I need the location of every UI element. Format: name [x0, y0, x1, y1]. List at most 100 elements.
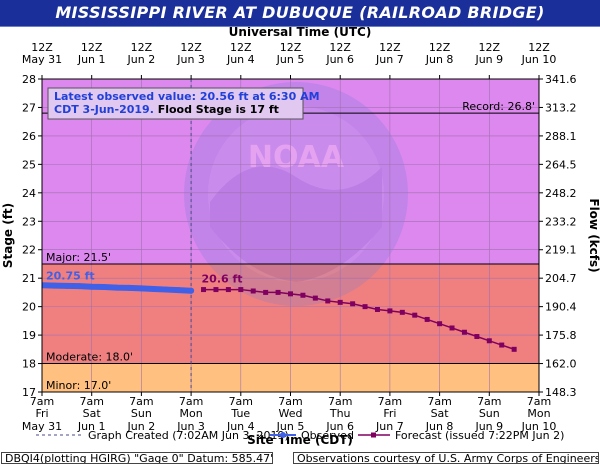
observed-point [63, 282, 70, 289]
info-box-frame [47, 87, 304, 120]
x-tick-label-date: Jun 3 [176, 420, 205, 433]
hydrograph-chart: NOAA 17 148.3 18 162.0 19 175.8 20 190.4 21 204.7… [1, 27, 600, 447]
x-tick-label-date: Jun 1 [77, 420, 106, 433]
chart-legend: Graph Created (7:02AM Jun 3, 2019) Obser… [36, 429, 564, 442]
observed-point [163, 286, 170, 293]
plot-frame [41, 78, 540, 393]
forecast-point [250, 288, 256, 294]
series-layer [42, 282, 517, 352]
observed-point [150, 285, 157, 292]
left-axis-title: Stage (ft) [1, 203, 15, 268]
x-tick-label-time: 7am [378, 395, 402, 408]
observed-point [175, 287, 182, 294]
x-tick-label-time: 7am [278, 395, 302, 408]
forecast-point [300, 292, 306, 298]
y-tick-label-right: 233.2 [545, 215, 577, 228]
forecast-point [238, 287, 244, 293]
observed-start-label: 20.75 ft [46, 269, 95, 282]
observed-point [138, 285, 145, 292]
top-tick-label-date: May 31 [22, 53, 62, 66]
x-tick-label-date: Jun 10 [521, 420, 557, 433]
forecast-point [350, 301, 356, 307]
forecast-point [461, 329, 467, 335]
forecast-point [412, 312, 418, 318]
info-box-line2-date: CDT 3-Jun-2019. [54, 103, 154, 116]
y-tick-label-right: 264.5 [545, 158, 577, 171]
top-tick-label-date: Jun 9 [474, 53, 503, 66]
forecast-point [225, 287, 231, 293]
forecast-point [449, 325, 455, 331]
forecast-point [288, 291, 293, 297]
bottom-axis-title: Site Time (CDT) [247, 433, 353, 447]
info-box-flood-stage: Flood Stage is 17 ft [154, 103, 279, 116]
footer: DBQI4(plotting HGIRG) "Gage 0" Datum: 58… [0, 452, 600, 465]
forecast-point [387, 308, 393, 314]
forecast-point [312, 295, 318, 301]
observed-point [125, 284, 132, 291]
y-tick-label-left: 19 [22, 329, 36, 342]
forecast-point [325, 298, 331, 304]
x-tick-label-day: Mon [527, 407, 550, 420]
observed-point [101, 284, 108, 291]
x-tick-label-date: Jun 8 [425, 420, 454, 433]
legend-graph-created: Graph Created (7:02AM Jun 3, 2019) [88, 429, 289, 442]
forecast-point [424, 316, 430, 322]
forecast-point [362, 304, 368, 310]
top-tick-label-utc: 12Z [180, 41, 202, 54]
y-tick-label-right: 219.1 [545, 244, 577, 257]
legend-observed: Observed [301, 429, 354, 442]
y-tick-label-right: 175.8 [545, 329, 577, 342]
x-tick-label-time: 7am [129, 395, 153, 408]
observed-point [113, 284, 120, 291]
forecast-point [374, 306, 380, 312]
x-tick-label-time: 7am [477, 395, 501, 408]
latest-observation-box: Latest observed value: 20.56 ft at 6:30 … [47, 87, 320, 120]
top-tick-label-date: Jun 10 [521, 53, 557, 66]
top-tick-label-date: Jun 7 [375, 53, 404, 66]
top-tick-label-date: Jun 1 [77, 53, 106, 66]
chart-labels: 17 148.3 18 162.0 19 175.8 20 190.4 21 204.7 22 219… [1, 27, 600, 447]
top-tick-label-date: Jun 4 [226, 53, 255, 66]
x-tick-label-time: 7am [229, 395, 253, 408]
x-tick-label-day: Sun [479, 407, 500, 420]
legend-observed-marker [280, 432, 286, 438]
y-tick-label-left: 17 [22, 386, 36, 399]
top-tick-label-utc: 12Z [81, 41, 103, 54]
x-tick-label-day: Tue [230, 407, 250, 420]
x-tick-label-date: Jun 4 [226, 420, 255, 433]
y-tick-label-right: 204.7 [545, 272, 577, 285]
x-tick-label-date: Jun 7 [375, 420, 404, 433]
x-tick-label-day: Wed [279, 407, 303, 420]
forecast-start-label: 20.6 ft [202, 273, 243, 286]
forecast-point [275, 289, 281, 295]
noaa-logo-lettering: NOAA [248, 140, 345, 175]
title-bar: MISSISSIPPI RIVER AT DUBUQUE (RAILROAD B… [0, 0, 600, 27]
x-tick-label-date: May 31 [22, 420, 62, 433]
y-tick-label-right: 288.1 [545, 130, 577, 143]
minor-label: Minor: 17.0' [46, 379, 111, 392]
y-tick-label-left: 23 [22, 215, 36, 228]
record-label: Record: 26.8' [462, 100, 535, 113]
x-tick-label-day: Thu [329, 407, 351, 420]
forecast-point [474, 334, 480, 340]
top-tick-label-date: Jun 3 [176, 53, 205, 66]
top-tick-label-utc: 12Z [479, 41, 501, 54]
y-tick-label-left: 21 [22, 272, 36, 285]
top-tick-label-date: Jun 8 [425, 53, 454, 66]
info-box-line1: Latest observed value: 20.56 ft at 6:30 … [54, 90, 320, 103]
top-tick-label-utc: 12Z [329, 41, 351, 54]
y-tick-label-left: 18 [22, 358, 36, 371]
y-tick-label-right: 248.2 [545, 187, 577, 200]
info-box-line2: CDT 3-Jun-2019. Flood Stage is 17 ft [54, 103, 279, 116]
chart-title: MISSISSIPPI RIVER AT DUBUQUE (RAILROAD B… [55, 3, 545, 22]
top-tick-label-utc: 12Z [429, 41, 451, 54]
x-tick-label-day: Mon [179, 407, 202, 420]
top-tick-label-utc: 12Z [131, 41, 153, 54]
observed-point [88, 283, 95, 290]
top-tick-label-utc: 12Z [31, 41, 53, 54]
moderate-label: Moderate: 18.0' [46, 351, 133, 364]
forecast-point [486, 338, 492, 344]
forecast-point [201, 287, 207, 293]
top-tick-label-date: Jun 5 [276, 53, 305, 66]
y-tick-label-left: 24 [22, 187, 36, 200]
